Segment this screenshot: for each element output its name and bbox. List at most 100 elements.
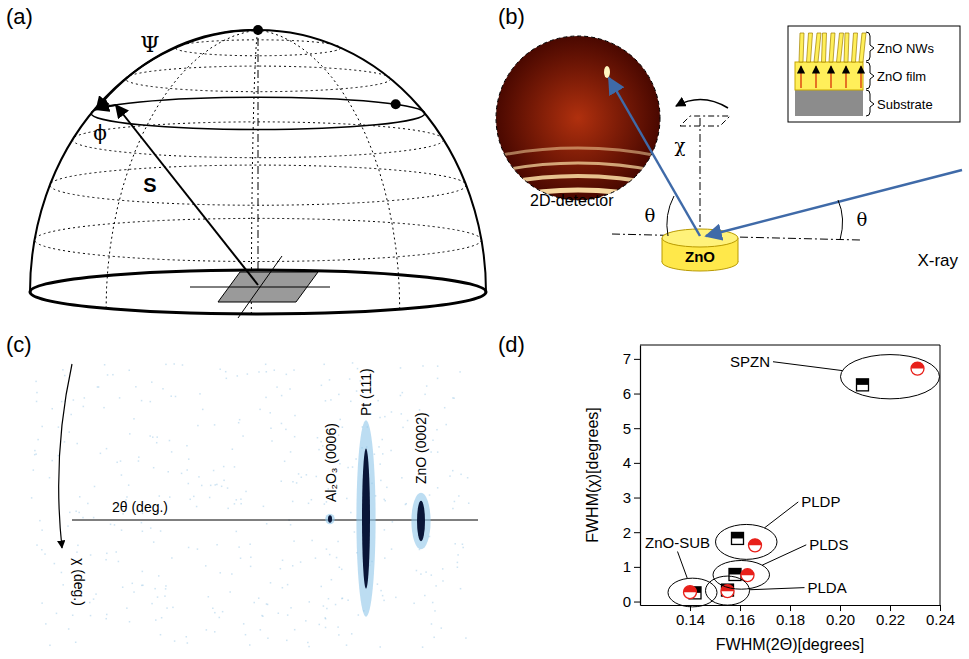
tick-label: 0.24	[926, 611, 955, 628]
speckle	[330, 399, 332, 401]
dot	[391, 99, 401, 109]
speckle	[320, 441, 322, 443]
marker-half	[911, 362, 924, 369]
tick-label: 7	[623, 350, 631, 367]
speckle	[234, 503, 236, 505]
speckle	[431, 574, 433, 576]
speckle	[84, 397, 86, 399]
tick: 0.22	[876, 605, 905, 628]
speckle	[444, 407, 446, 409]
speckle	[39, 520, 41, 522]
group-ellipse	[706, 576, 750, 605]
chi-arrow	[676, 99, 728, 108]
psi-arc	[96, 30, 258, 109]
speckle	[292, 501, 294, 503]
speckle	[58, 455, 60, 457]
annotation: ZnO-SUB	[645, 534, 710, 551]
speckle	[133, 418, 135, 420]
speckle	[300, 561, 302, 563]
speckle	[270, 582, 272, 584]
panel-a: ΨϕS	[30, 25, 486, 318]
speckle	[249, 644, 251, 646]
speckle	[222, 611, 224, 613]
marker-fill	[732, 532, 744, 544]
film-layer	[795, 62, 863, 90]
speckle	[425, 571, 427, 573]
speckle	[154, 588, 156, 590]
speckle	[286, 640, 288, 642]
speckle	[44, 553, 46, 555]
speckle	[419, 409, 421, 411]
speckle	[95, 593, 97, 595]
speckle	[221, 486, 223, 488]
speckle	[420, 573, 422, 575]
marker-fill	[749, 539, 762, 552]
speckle	[329, 379, 331, 381]
speckle	[142, 571, 144, 573]
speckle	[209, 497, 211, 499]
speckle	[323, 364, 325, 366]
speckle	[188, 458, 190, 460]
background-speckle	[31, 362, 470, 648]
marker-half	[732, 532, 744, 538]
speckle	[234, 466, 236, 468]
speckle	[339, 419, 341, 421]
speckle	[379, 463, 381, 465]
speckle	[380, 590, 382, 592]
speckle	[457, 566, 459, 568]
speckle	[290, 607, 292, 609]
speckle	[457, 554, 459, 556]
speckle	[169, 496, 171, 498]
speckle	[242, 435, 244, 437]
speckle	[135, 386, 137, 388]
speckle	[342, 426, 344, 428]
speckle	[198, 476, 200, 478]
axis-title: FWHM(2Θ)[degrees]	[716, 636, 864, 653]
chi-frame	[680, 116, 730, 126]
nanowire	[829, 33, 835, 62]
speckle	[94, 486, 96, 488]
speckle	[138, 460, 140, 462]
speckle	[289, 388, 291, 390]
speckle	[75, 511, 77, 513]
speckle	[240, 503, 242, 505]
speckle	[317, 437, 319, 439]
speckle	[380, 480, 382, 482]
speckle	[286, 374, 288, 376]
tick: 1	[623, 558, 640, 575]
data-marks	[684, 362, 925, 599]
speckle	[116, 462, 118, 464]
speckle	[386, 487, 388, 489]
speckle	[437, 378, 439, 380]
tick-label: 0.16	[726, 611, 755, 628]
tick: 0.20	[826, 605, 855, 628]
speckle	[323, 605, 325, 607]
tick: 0.14	[676, 605, 705, 628]
speckle	[468, 502, 470, 504]
speckle	[437, 487, 439, 489]
group-ellipse	[713, 560, 770, 589]
speckle	[49, 645, 51, 647]
speckle	[287, 584, 289, 586]
speckle	[290, 451, 292, 453]
phi-arc	[96, 105, 115, 109]
chi-arrow	[59, 364, 72, 548]
speckle	[269, 412, 271, 414]
speckle	[374, 453, 376, 455]
marker-fill	[857, 379, 869, 391]
speckle	[78, 512, 80, 514]
speckle	[442, 580, 444, 582]
speckle	[352, 466, 354, 468]
speckle	[325, 627, 327, 629]
speckle	[173, 363, 175, 365]
speckle	[210, 485, 212, 487]
speckle	[41, 529, 43, 531]
speckle	[142, 531, 144, 533]
speckle	[294, 629, 296, 631]
axis: 01234567	[623, 346, 641, 610]
peak-core	[417, 501, 425, 542]
speckle	[250, 566, 252, 568]
speckle	[281, 423, 283, 425]
meridian	[251, 30, 258, 314]
speckle	[115, 551, 117, 553]
